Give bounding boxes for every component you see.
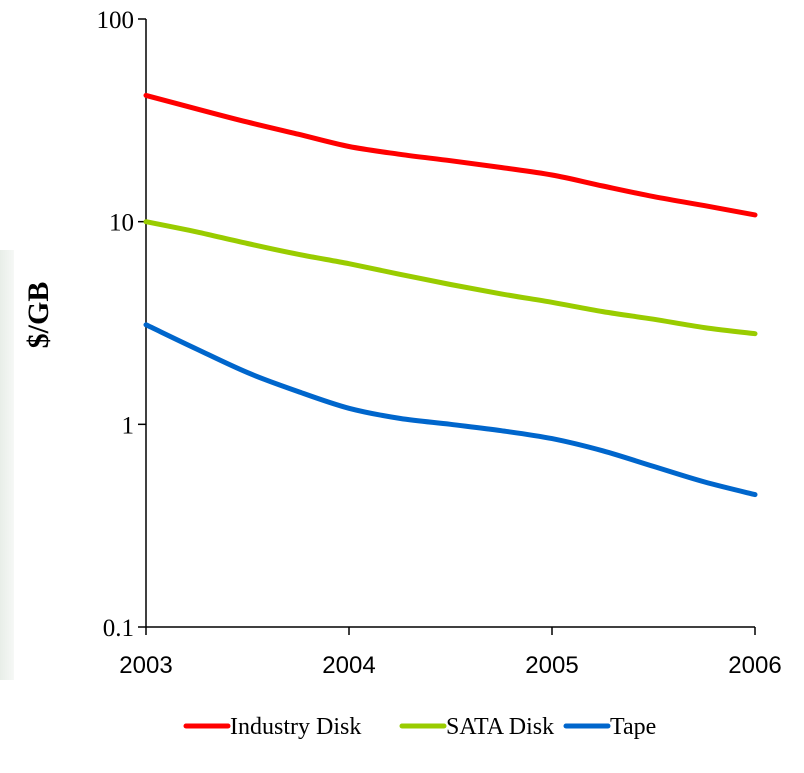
x-tick-label: 2003 xyxy=(119,652,172,679)
y-axis-label: $/GB xyxy=(22,282,55,349)
legend-label: Tape xyxy=(610,714,656,740)
series-line-industry-disk xyxy=(143,92,758,218)
y-tick-label: 10 xyxy=(109,210,134,237)
legend-label: SATA Disk xyxy=(446,714,554,740)
x-tick-label: 2004 xyxy=(322,652,375,679)
y-tick-label: 0.1 xyxy=(103,615,134,642)
series-lines xyxy=(143,92,758,498)
series-line-tape xyxy=(143,322,758,498)
y-tick-label: 100 xyxy=(97,7,135,34)
x-tick-label: 2006 xyxy=(728,652,781,679)
x-tick-label: 2005 xyxy=(525,652,578,679)
series-line-sata-disk xyxy=(143,219,758,337)
legend: Industry Disk SATA Disk Tape xyxy=(183,714,656,740)
axes: 0.1 1 10 100 2003 2004 2005 2006 xyxy=(97,7,782,679)
y-tick-label: 1 xyxy=(122,412,135,439)
legend-label: Industry Disk xyxy=(230,714,361,740)
side-shading xyxy=(0,250,14,680)
